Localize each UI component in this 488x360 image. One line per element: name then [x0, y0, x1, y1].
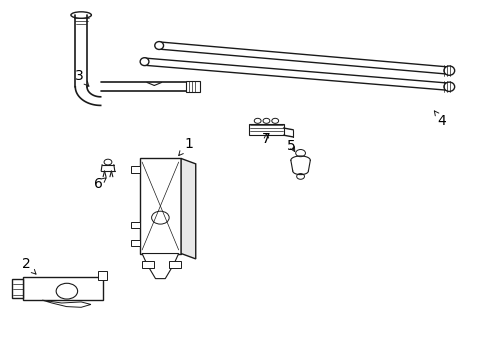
FancyBboxPatch shape: [131, 166, 140, 173]
Bar: [185, 81, 199, 93]
Bar: [168, 261, 181, 268]
Polygon shape: [143, 58, 449, 90]
Ellipse shape: [155, 41, 163, 49]
Text: 3: 3: [75, 69, 89, 86]
Polygon shape: [181, 158, 195, 259]
Ellipse shape: [140, 58, 149, 66]
Bar: [142, 261, 154, 268]
Text: 5: 5: [286, 139, 295, 153]
FancyBboxPatch shape: [131, 222, 140, 228]
Bar: [249, 124, 283, 135]
Polygon shape: [158, 42, 449, 74]
Bar: [22, 277, 103, 300]
Bar: [12, 279, 22, 298]
Ellipse shape: [443, 66, 454, 75]
Circle shape: [104, 159, 112, 165]
Polygon shape: [42, 300, 91, 307]
Circle shape: [296, 174, 304, 179]
Polygon shape: [142, 253, 178, 279]
Text: 4: 4: [433, 111, 446, 128]
Text: 7: 7: [262, 132, 270, 146]
Ellipse shape: [71, 12, 91, 18]
Text: 1: 1: [179, 137, 192, 156]
Circle shape: [151, 211, 169, 224]
FancyBboxPatch shape: [131, 240, 140, 246]
Ellipse shape: [443, 82, 454, 91]
Text: 2: 2: [21, 257, 36, 274]
Circle shape: [271, 118, 278, 123]
Circle shape: [295, 149, 305, 157]
Text: 6: 6: [94, 177, 106, 191]
Circle shape: [56, 283, 78, 299]
Bar: [98, 271, 107, 280]
Bar: [140, 158, 181, 253]
Circle shape: [254, 118, 261, 123]
Circle shape: [263, 118, 269, 123]
